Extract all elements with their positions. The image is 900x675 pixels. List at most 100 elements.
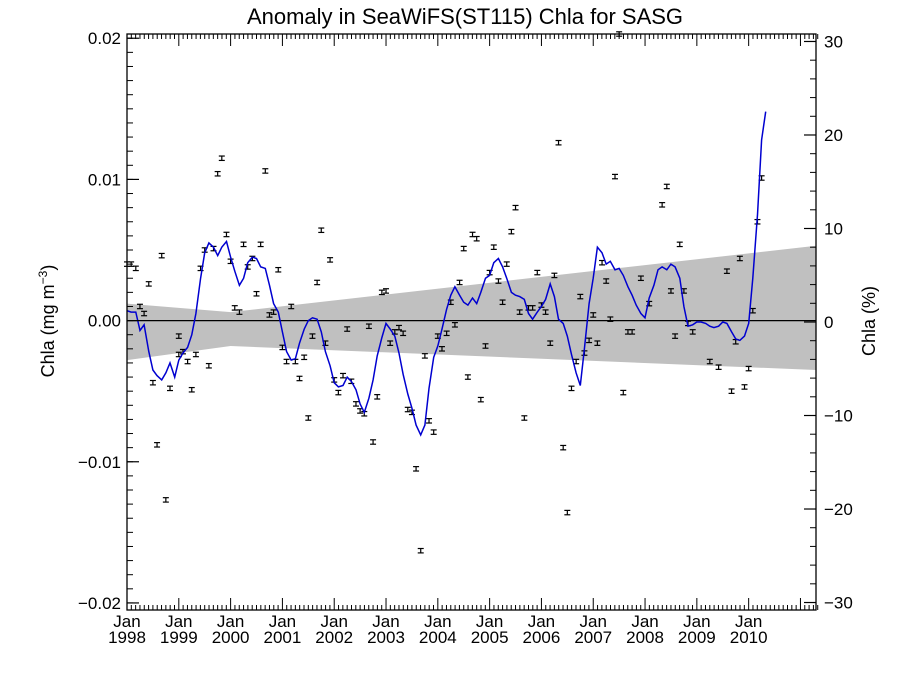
anomaly-point [590, 312, 597, 318]
anomaly-point [314, 279, 321, 286]
anomaly-point [149, 379, 156, 386]
anomaly-point [659, 202, 666, 208]
anomaly-point [456, 279, 463, 286]
x-tick-label-month: Jan [321, 612, 348, 631]
anomaly-point [672, 333, 679, 339]
anomaly-point [240, 241, 247, 248]
y2-tick-label: 0 [824, 313, 833, 332]
anomaly-point [741, 384, 748, 390]
x-tick-label-month: Jan [528, 612, 555, 631]
y-tick-label: 0.02 [88, 29, 121, 48]
anomaly-point [145, 281, 152, 287]
anomaly-point [162, 497, 169, 503]
anomaly-point [383, 288, 390, 294]
anomaly-point [542, 309, 549, 315]
y-axis-label-main: Chla (mg m [38, 284, 58, 377]
anomaly-point [417, 547, 424, 554]
y-axis-label-close: ) [38, 265, 58, 271]
anomaly-point [620, 389, 627, 396]
x-tick-label-year: 2005 [471, 628, 509, 647]
anomaly-point [275, 266, 282, 273]
x-tick-label-year: 2008 [626, 628, 664, 647]
y2-tick-label: −30 [824, 594, 853, 613]
anomaly-point [301, 354, 308, 361]
anomaly-point [236, 309, 243, 315]
anomaly-point [499, 299, 506, 306]
anomaly-point [132, 265, 139, 272]
anomaly-point [689, 329, 696, 335]
anomaly-point [270, 309, 277, 315]
y2-axis-label: Chla (%) [859, 286, 879, 356]
anomaly-point [715, 364, 722, 370]
y2-tick-label: −20 [824, 500, 853, 519]
anomaly-point [309, 333, 316, 339]
anomaly-point [477, 396, 484, 403]
y-tick-label: −0.01 [78, 453, 121, 472]
anomaly-point [340, 372, 347, 379]
anomaly-point [564, 509, 571, 516]
anomaly-point [400, 330, 407, 337]
x-tick-label-month: Jan [735, 612, 762, 631]
anomaly-point [426, 418, 433, 424]
y2-tick-label: 20 [824, 126, 843, 145]
x-tick-label-month: Jan [580, 612, 607, 631]
anomaly-point [218, 155, 225, 162]
anomaly-point [257, 241, 264, 248]
x-tick-label-year: 1999 [160, 628, 198, 647]
anomaly-point [736, 255, 743, 262]
anomaly-point [365, 323, 372, 330]
anomaly-point [495, 278, 502, 284]
x-tick-label-month: Jan [165, 612, 192, 631]
y2-tick-label: 30 [824, 32, 843, 51]
anomaly-point [451, 322, 458, 328]
x-tick-label-month: Jan [217, 612, 244, 631]
anomaly-point [279, 344, 286, 351]
y2-tick-label: −10 [824, 407, 853, 426]
anomaly-point [460, 245, 467, 252]
anomaly-point [599, 259, 606, 266]
y-tick-label: 0.00 [88, 312, 121, 331]
anomaly-point [288, 303, 295, 310]
anomaly-point [327, 257, 334, 263]
anomaly-point [421, 353, 428, 359]
x-tick-label-month: Jan [424, 612, 451, 631]
x-tick-label-month: Jan [113, 612, 140, 631]
anomaly-point [482, 343, 489, 349]
anomaly-point [723, 268, 730, 274]
anomaly-point [512, 204, 519, 211]
anomaly-point [136, 303, 143, 310]
anomaly-point [611, 173, 618, 180]
anomaly-point [374, 394, 381, 400]
anomaly-point [283, 358, 290, 365]
anomaly-point [266, 312, 273, 318]
anomaly-point [745, 365, 752, 372]
anomaly-point [516, 309, 523, 315]
anomaly-point [568, 385, 575, 392]
anomaly-point [629, 329, 636, 335]
x-tick-label-year: 2003 [367, 628, 405, 647]
smoothed-series-line [126, 111, 767, 437]
anomaly-point [166, 385, 173, 392]
y-tick-label: 0.01 [88, 170, 121, 189]
anomaly-point [395, 324, 402, 331]
anomaly-point [387, 340, 394, 346]
anomaly-point [188, 386, 195, 393]
x-tick-label-year: 2007 [574, 628, 612, 647]
anomaly-point [560, 444, 567, 451]
anomaly-point [490, 244, 497, 250]
x-tick-label-year: 2000 [212, 628, 250, 647]
x-tick-label-month: Jan [269, 612, 296, 631]
y2-tick-label: 10 [824, 219, 843, 238]
anomaly-point [141, 310, 148, 317]
anomaly-point [335, 389, 342, 396]
anomaly-point [318, 227, 325, 234]
anomaly-point [706, 358, 713, 365]
anomaly-point [521, 415, 528, 421]
anomaly-point [603, 278, 610, 284]
anomaly-point [370, 439, 377, 445]
anomaly-point [577, 293, 584, 300]
anomaly-point [529, 305, 536, 311]
anomaly-point [154, 442, 161, 448]
anomaly-point [555, 139, 562, 146]
